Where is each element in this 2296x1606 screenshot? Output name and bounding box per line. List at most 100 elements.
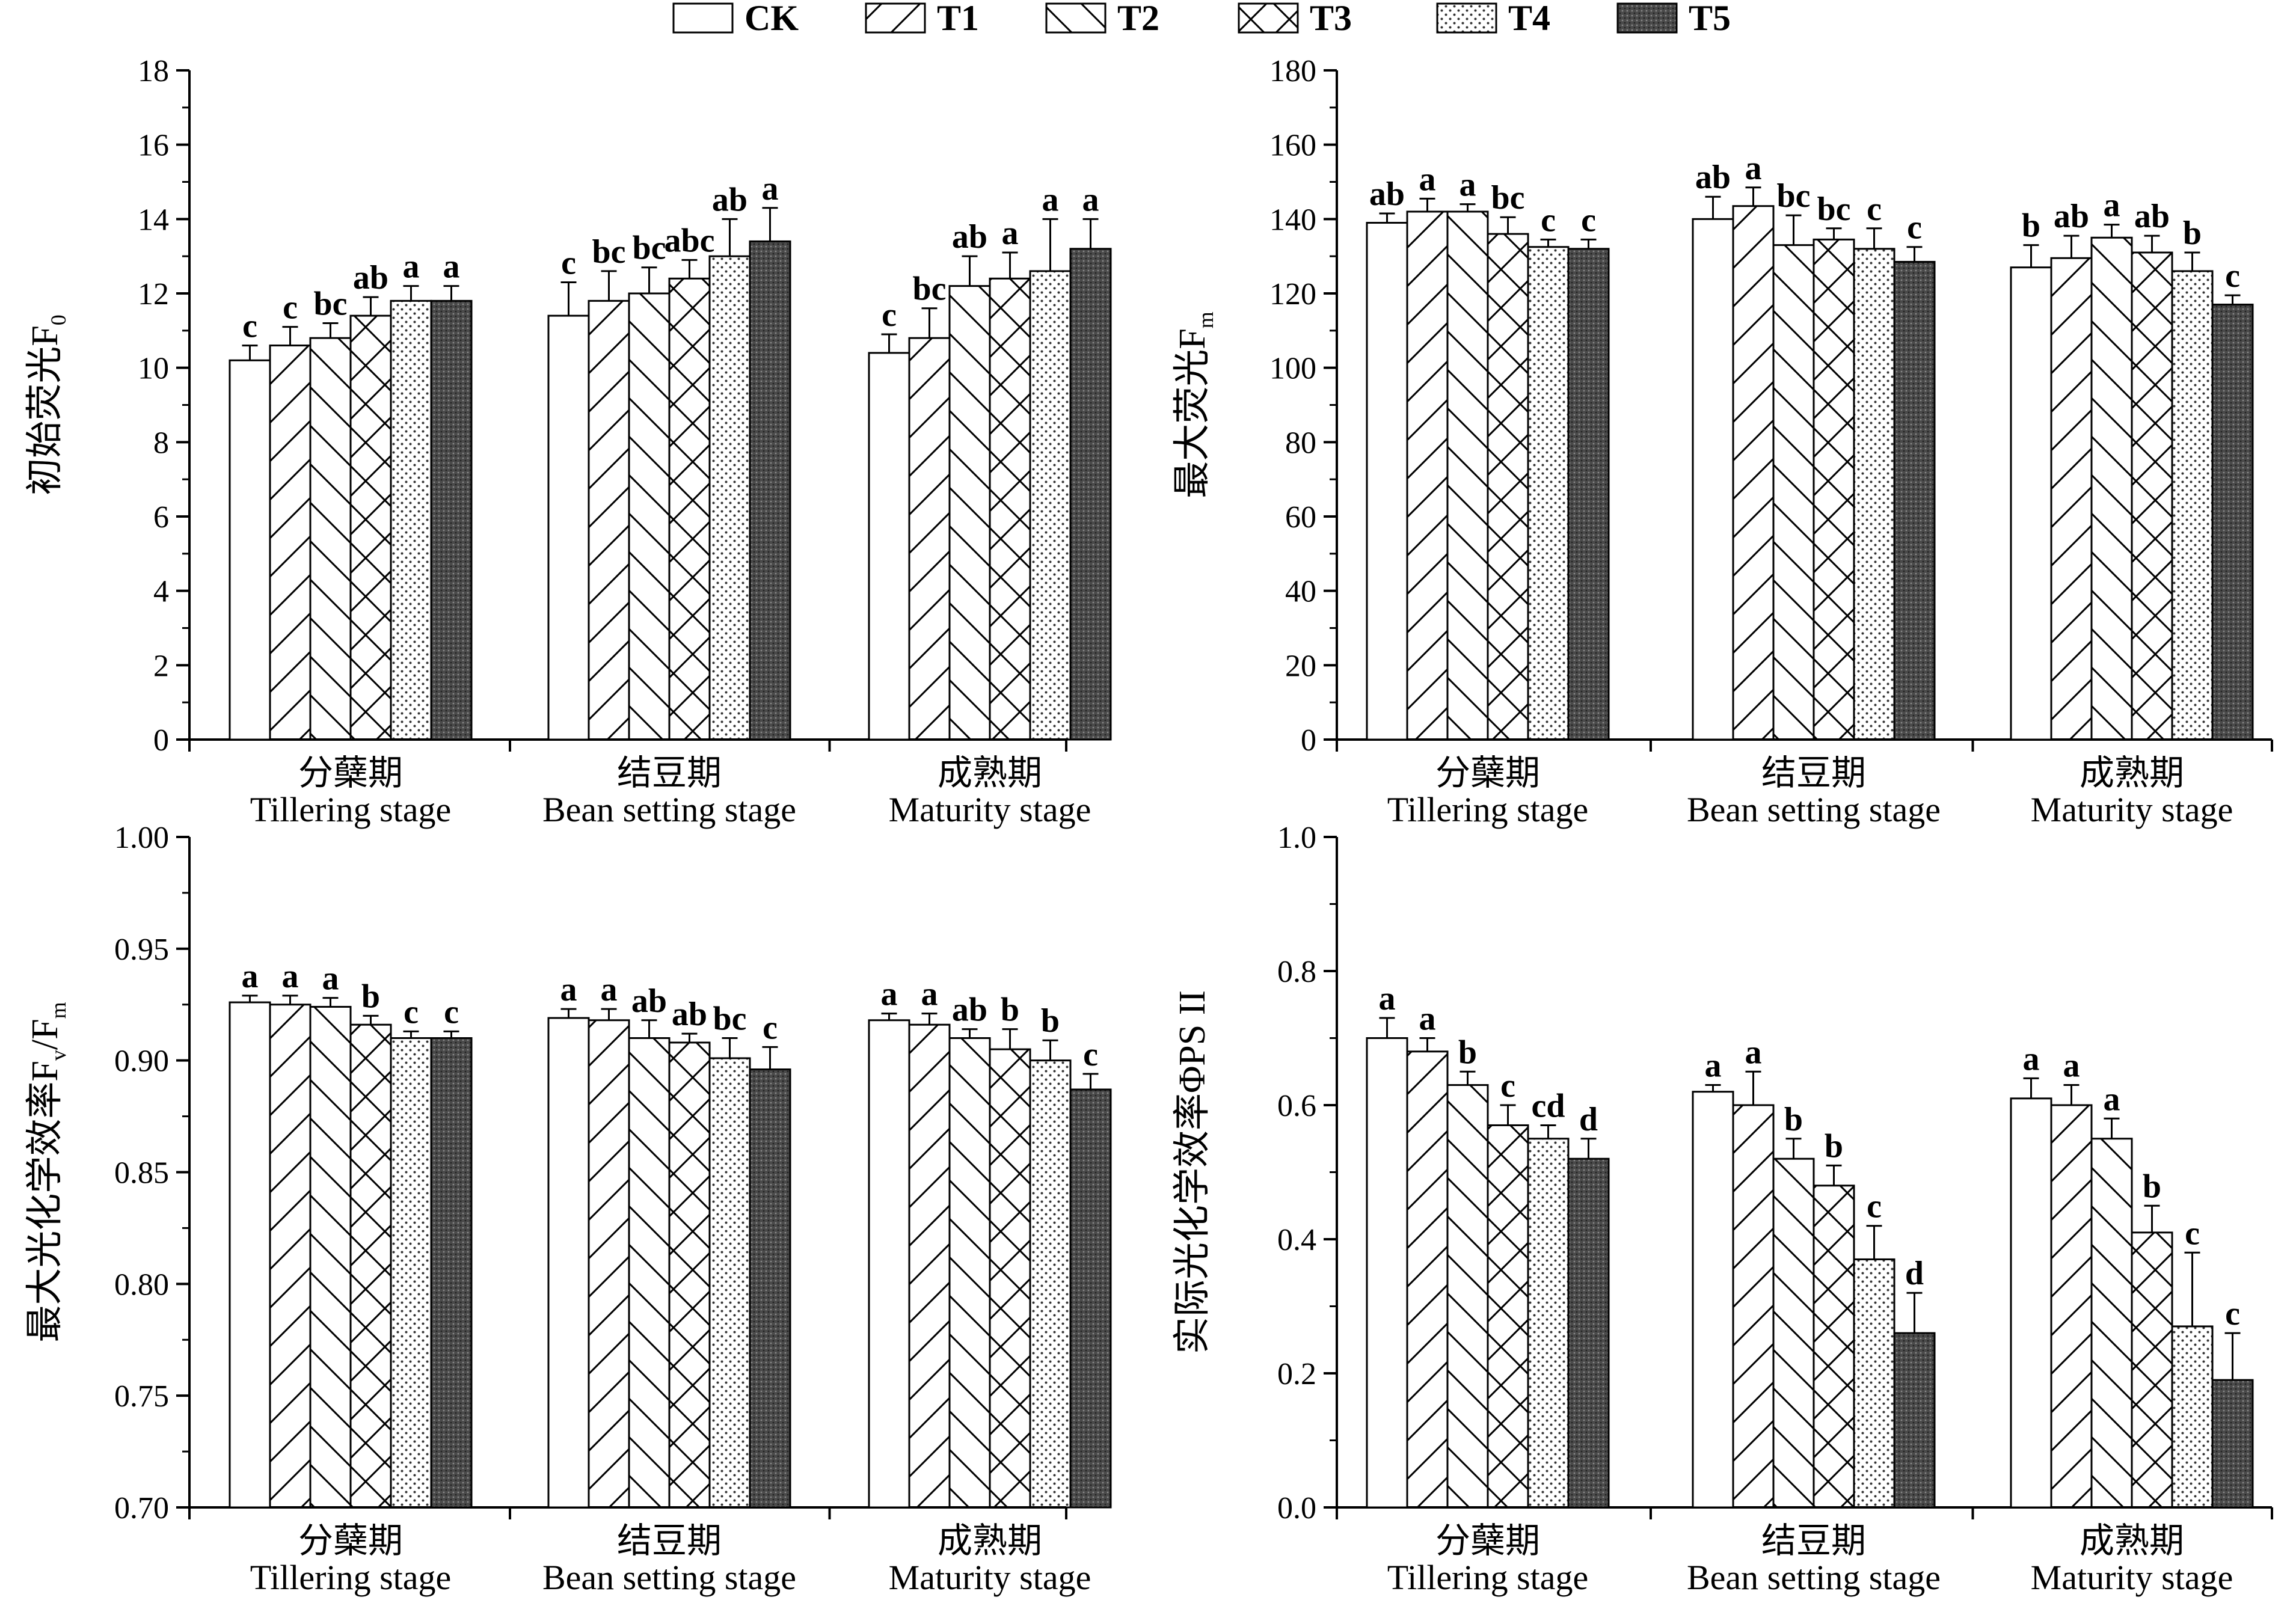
bar-t5 (2211, 304, 2254, 741)
bar-ck (2010, 1097, 2052, 1509)
significance-label: a (601, 971, 618, 1008)
legend-item-t5: T5 (1616, 0, 1731, 38)
bar-t1 (1406, 210, 1449, 741)
significance-label: bc (1491, 179, 1525, 216)
bar-ck (1366, 1037, 1408, 1509)
y-tick-label: 0 (1301, 723, 1316, 758)
bar-t3 (2131, 1231, 2173, 1509)
significance-label: a (1745, 150, 1762, 187)
y-tick-label: 60 (1285, 500, 1316, 535)
bar-ck (229, 359, 271, 741)
y-tick-label: 20 (1285, 649, 1316, 683)
bar-t1 (588, 1019, 630, 1509)
bar-ck (1692, 218, 1734, 741)
significance-label: a (1419, 161, 1436, 198)
y-tick-label: 0.90 (114, 1044, 169, 1079)
significance-label: a (1379, 980, 1396, 1017)
legend-label-ck: CK (744, 0, 799, 38)
bar-t4 (390, 299, 432, 741)
legend-swatch-t2 (1045, 2, 1107, 34)
y-tick-label: 0.8 (1277, 955, 1316, 989)
significance-label: a (1460, 167, 1476, 204)
legend-item-ck: CK (672, 0, 799, 38)
bar-t1 (1732, 1104, 1775, 1509)
bar-t5 (749, 1068, 791, 1509)
significance-label: ab (952, 991, 987, 1029)
category-label-zh: 结豆期 (1761, 753, 1866, 792)
significance-label: a (921, 976, 938, 1013)
y-tick-label: 10 (138, 352, 169, 386)
y-tick-label: 6 (153, 500, 169, 535)
bar-t5 (430, 1037, 473, 1509)
significance-label: c (763, 1009, 778, 1046)
bar-t2 (2090, 1138, 2133, 1509)
bar-t5 (1069, 248, 1112, 741)
bar-t4 (1029, 1059, 1072, 1509)
category-label-en: Maturity stage (889, 1558, 1091, 1597)
bar-t1 (1732, 205, 1775, 741)
category-label-zh: 分蘖期 (1435, 753, 1540, 792)
bar-t1 (1406, 1050, 1449, 1509)
y-tick-label: 4 (153, 575, 169, 609)
category-label-en: Tillering stage (250, 1558, 452, 1597)
category-label-zh: 分蘖期 (298, 1521, 403, 1560)
bar-t2 (2090, 236, 2133, 741)
bar-t2 (628, 292, 671, 741)
legend-label-t4: T4 (1508, 0, 1550, 38)
bar-t1 (908, 1023, 951, 1509)
significance-label: a (881, 976, 898, 1013)
significance-label: ab (672, 996, 707, 1033)
significance-label: ab (1695, 159, 1731, 196)
legend-swatch-t5 (1616, 2, 1678, 34)
bar-t3 (1487, 1124, 1529, 1509)
y-tick-label: 12 (138, 277, 169, 311)
significance-label: a (560, 971, 577, 1008)
bar-t2 (1772, 244, 1815, 741)
significance-label: a (1082, 181, 1099, 218)
bar-ck (547, 1017, 590, 1509)
significance-label: c (242, 308, 257, 345)
y-tick-label: 40 (1285, 575, 1316, 609)
significance-label: a (1745, 1034, 1762, 1071)
significance-label: a (2023, 1040, 2040, 1077)
bar-t2 (1446, 210, 1489, 741)
bar-t4 (708, 255, 751, 741)
category-label-en: Bean setting stage (1687, 790, 1941, 829)
category-label-zh: 结豆期 (617, 1521, 722, 1560)
legend-item-t4: T4 (1436, 0, 1550, 38)
y-tick-label: 18 (138, 54, 169, 88)
chart-panel-2: 0 20 40 60 80 100 120 140 160 180 最大荧光Fm 分蘖期Tilleri… (1172, 54, 2273, 829)
bar-t3 (349, 1023, 392, 1509)
bar-t2 (309, 337, 352, 741)
significance-label: b (1825, 1127, 1843, 1165)
y-tick-label: 1.00 (114, 821, 169, 855)
bar-t1 (269, 1004, 312, 1509)
bar-t3 (1813, 238, 1855, 741)
category-label-en: Maturity stage (2031, 1558, 2233, 1597)
y-tick-label: 0.75 (114, 1379, 169, 1414)
significance-label: c (1867, 191, 1882, 228)
bar-t1 (2050, 257, 2093, 741)
significance-label: b (361, 978, 380, 1015)
y-tick-label: 80 (1285, 426, 1316, 460)
significance-label: a (762, 170, 779, 207)
chart-panel-3: 0.70 0.75 0.80 0.85 0.90 0.95 1.00 最大光化学效率Fv/Fm… (25, 821, 1112, 1597)
y-tick-label: 0.2 (1277, 1357, 1316, 1391)
y-axis-label: 实际光化学效率ΦPS II (1172, 990, 1213, 1354)
y-axis-label: 最大光化学效率Fv/Fm (25, 1002, 70, 1342)
significance-label: ab (631, 982, 667, 1020)
bar-t5 (1567, 1157, 1610, 1509)
legend-swatch-t3 (1238, 2, 1299, 34)
bar-t2 (309, 1005, 352, 1509)
bar-ck (2010, 266, 2052, 741)
y-tick-label: 140 (1269, 203, 1316, 237)
legend-item-t2: T2 (1045, 0, 1159, 38)
significance-label: b (2143, 1168, 2161, 1205)
bar-ck (868, 1019, 910, 1509)
bar-t1 (2050, 1104, 2093, 1509)
bar-t5 (1893, 1332, 1936, 1509)
bar-t3 (668, 277, 711, 741)
bar-ck (1366, 222, 1408, 741)
category-label-en: Bean setting stage (542, 1558, 796, 1597)
